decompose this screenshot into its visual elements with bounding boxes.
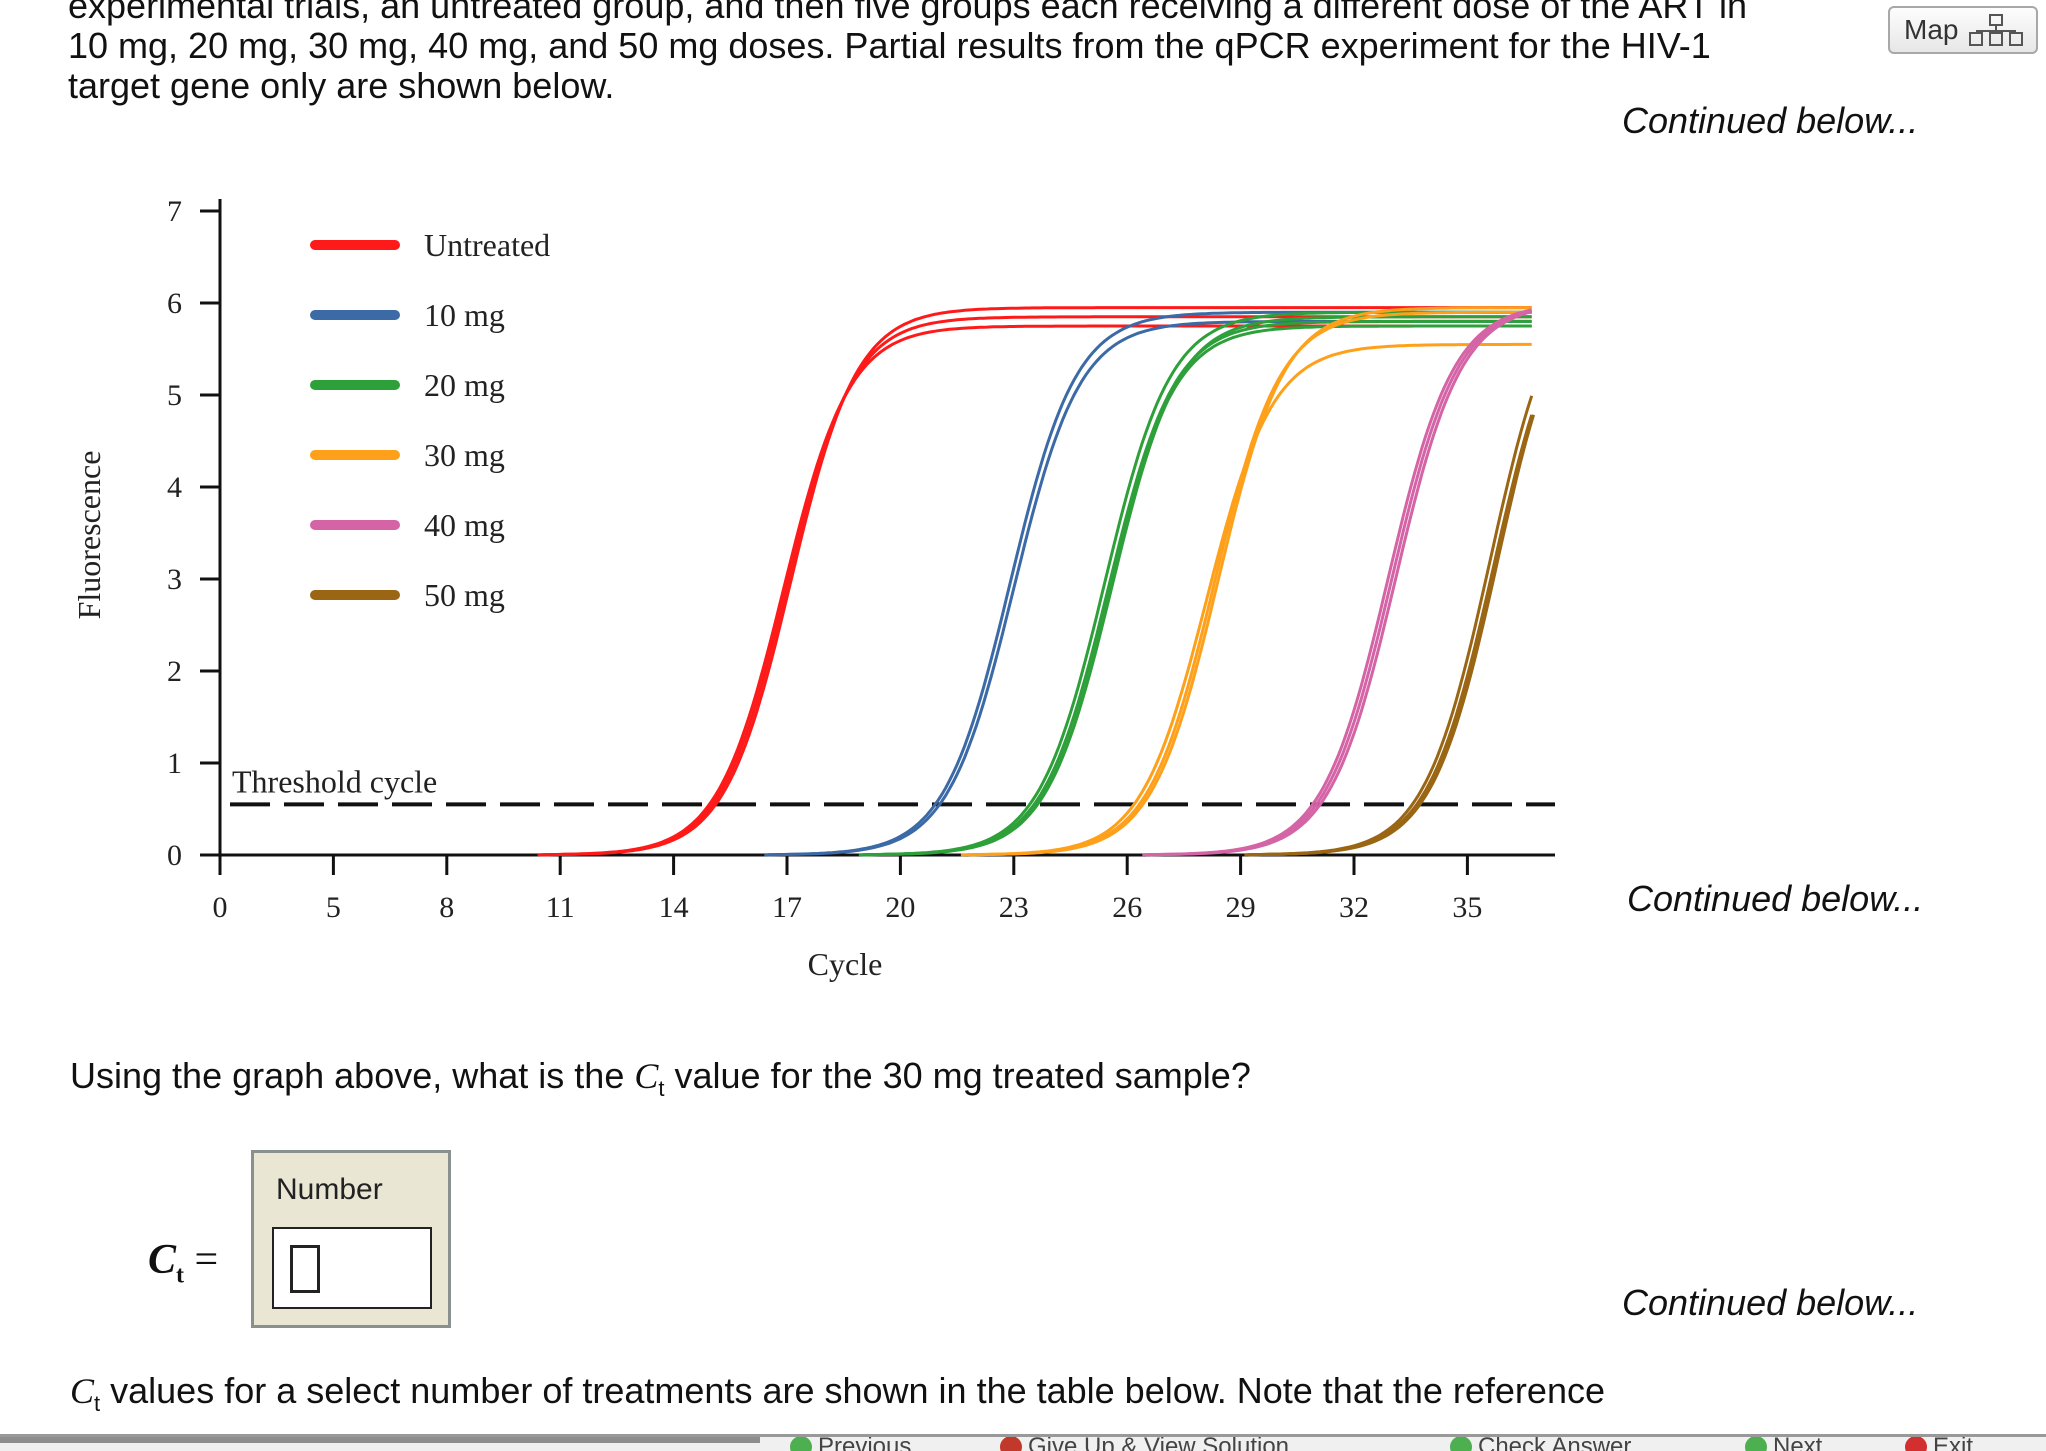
continued-below-3: Continued below... [1622, 1282, 1919, 1323]
previous-button[interactable]: Previous [790, 1434, 912, 1451]
curve-40-mg [1149, 310, 1533, 857]
horizontal-scrollbar[interactable] [0, 1437, 760, 1443]
threshold-label: Threshold cycle [232, 763, 437, 799]
curve-untreated [545, 306, 1532, 857]
y-axis-label: Fluorescence [71, 451, 107, 620]
hierarchy-map-icon [1969, 14, 2024, 46]
x-axis-label: Cycle [808, 946, 883, 982]
curve-30-mg [972, 306, 1532, 857]
ct-subscript: t [658, 1076, 665, 1102]
legend-label: 10 mg [424, 297, 505, 333]
curve-untreated [537, 324, 1532, 857]
table-intro-text: Ct values for a select number of treatme… [70, 1370, 1605, 1417]
curve-50-mg [1244, 395, 1534, 857]
ct-symbol-bottom: C [70, 1371, 95, 1411]
curve-10-mg [764, 310, 1532, 857]
check-answer-button[interactable]: Check Answer [1450, 1434, 1632, 1451]
x-tick-label: 5 [326, 891, 341, 924]
intro-paragraph: experimental trials, an untreated group,… [68, 0, 1858, 106]
check-icon [1450, 1437, 1472, 1451]
y-tick-label: 2 [167, 655, 182, 688]
curve-50-mg [1251, 420, 1534, 857]
x-tick-label: 35 [1452, 891, 1482, 924]
number-answer-box: Number [251, 1150, 451, 1328]
x-tick-label: 26 [1112, 891, 1142, 924]
y-tick-label: 5 [167, 379, 182, 412]
legend-label: Untreated [424, 227, 550, 263]
exit-icon [1905, 1437, 1927, 1451]
x-tick-label: 23 [999, 891, 1029, 924]
table-intro-body: values for a select number of treatments… [100, 1370, 1605, 1411]
y-tick-label: 4 [167, 471, 182, 504]
x-tick-label: 8 [439, 891, 454, 924]
exit-button[interactable]: Exit [1905, 1434, 1974, 1451]
equals-sign: = [184, 1237, 219, 1283]
map-button[interactable]: Map [1888, 6, 2038, 54]
question-suffix: value for the 30 mg treated sample? [664, 1055, 1251, 1096]
curve-untreated [541, 315, 1532, 857]
ct-symbol: C [634, 1056, 659, 1096]
y-tick-label: 6 [167, 287, 182, 320]
number-label: Number [276, 1173, 383, 1206]
question-text: Using the graph above, what is the Ct va… [70, 1055, 1251, 1102]
curve-50-mg [1250, 414, 1536, 857]
legend-label: 40 mg [424, 507, 505, 543]
map-button-label: Map [1904, 14, 1959, 45]
ct-number-input[interactable] [272, 1227, 432, 1309]
ct-lhs-subscript: t [176, 1262, 185, 1289]
intro-line-0: experimental trials, an untreated group,… [68, 0, 1748, 26]
next-button[interactable]: Next [1745, 1434, 1823, 1451]
continued-below-1: Continued below... [1622, 100, 1919, 141]
curve-20-mg [862, 324, 1532, 857]
y-tick-label: 0 [167, 839, 182, 872]
curve-20-mg [862, 319, 1532, 857]
legend-label: 30 mg [424, 437, 505, 473]
check-label: Check Answer [1478, 1434, 1632, 1451]
next-icon [1745, 1437, 1767, 1451]
x-tick-label: 11 [546, 891, 575, 924]
exit-label: Exit [1933, 1434, 1974, 1451]
y-tick-label: 1 [167, 747, 182, 780]
x-tick-label: 20 [885, 891, 915, 924]
x-tick-label: 29 [1226, 891, 1256, 924]
previous-label: Previous [818, 1434, 912, 1451]
x-tick-label: 17 [772, 891, 802, 924]
give-up-label: Give Up & View Solution [1028, 1434, 1290, 1451]
question-prefix: Using the graph above, what is the [70, 1055, 635, 1096]
previous-icon [790, 1437, 812, 1451]
legend-label: 50 mg [424, 577, 505, 613]
x-tick-label: 0 [213, 891, 228, 924]
x-tick-label: 14 [659, 891, 689, 924]
x-tick-label: 32 [1339, 891, 1369, 924]
continued-below-2: Continued below... [1627, 878, 1924, 919]
bottom-toolbar: Previous Give Up & View Solution Check A… [0, 1434, 2046, 1451]
ct-equation-label: Ct = [148, 1236, 218, 1289]
y-tick-label: 7 [167, 195, 182, 228]
y-tick-label: 3 [167, 563, 182, 596]
curve-20-mg [866, 315, 1532, 857]
legend-label: 20 mg [424, 367, 505, 403]
give-up-button[interactable]: Give Up & View Solution [1000, 1434, 1290, 1451]
next-label: Next [1773, 1434, 1823, 1451]
curve-50-mg [1248, 414, 1534, 857]
ct-subscript-bottom: t [94, 1391, 101, 1417]
intro-line-1: 10 mg, 20 mg, 30 mg, 40 mg, and 50 mg do… [68, 25, 1711, 66]
intro-line-2: target gene only are shown below. [68, 65, 615, 106]
ct-lhs-symbol: C [148, 1237, 177, 1283]
give-up-icon [1000, 1437, 1022, 1451]
